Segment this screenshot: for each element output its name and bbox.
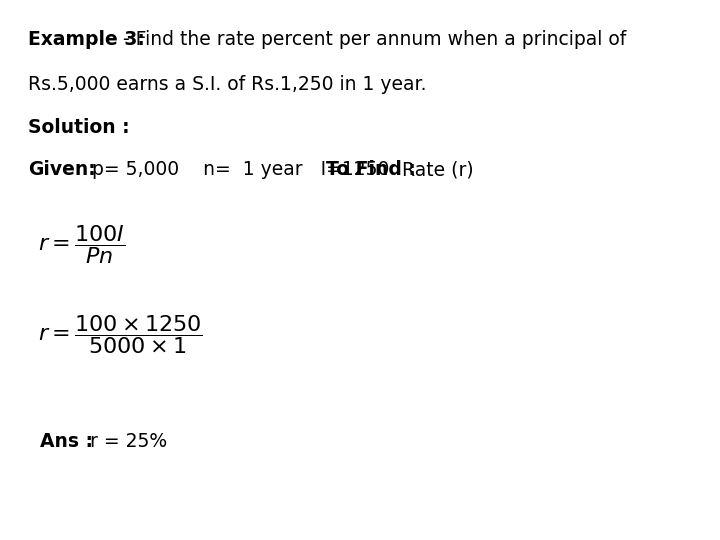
Text: Given:: Given: bbox=[28, 160, 96, 179]
Text: $r = \dfrac{100I}{Pn}$: $r = \dfrac{100I}{Pn}$ bbox=[38, 224, 125, 266]
Text: Rate (r): Rate (r) bbox=[396, 160, 474, 179]
Text: r = 25%: r = 25% bbox=[84, 432, 167, 451]
Text: Example 3:: Example 3: bbox=[28, 30, 145, 49]
Text: p= 5,000    n=  1 year   I=1250: p= 5,000 n= 1 year I=1250 bbox=[86, 160, 401, 179]
Text: Rs.5,000 earns a S.I. of Rs.1,250 in 1 year.: Rs.5,000 earns a S.I. of Rs.1,250 in 1 y… bbox=[28, 75, 426, 94]
Text: - Find the rate percent per annum when a principal of: - Find the rate percent per annum when a… bbox=[123, 30, 626, 49]
Text: Ans :: Ans : bbox=[40, 432, 93, 451]
Text: $r = \dfrac{100 \times 1250}{5000 \times 1}$: $r = \dfrac{100 \times 1250}{5000 \times… bbox=[38, 314, 203, 356]
Text: Solution :: Solution : bbox=[28, 118, 130, 137]
Text: To Find :: To Find : bbox=[326, 160, 416, 179]
